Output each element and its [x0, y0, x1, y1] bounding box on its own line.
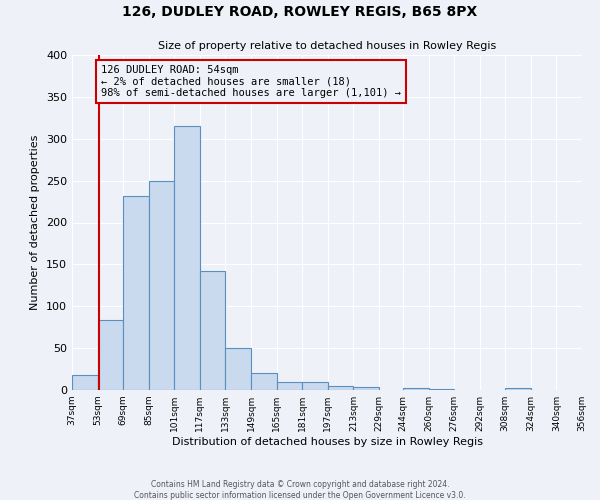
Bar [200, 271, 226, 390]
X-axis label: Distribution of detached houses by size in Rowley Regis: Distribution of detached houses by size … [172, 437, 482, 447]
Text: Contains HM Land Registry data © Crown copyright and database right 2024.
Contai: Contains HM Land Registry data © Crown c… [134, 480, 466, 500]
Bar [353, 388, 379, 390]
Bar [72, 375, 98, 390]
Bar [251, 373, 277, 390]
Bar [123, 196, 149, 390]
Text: 126, DUDLEY ROAD, ROWLEY REGIS, B65 8PX: 126, DUDLEY ROAD, ROWLEY REGIS, B65 8PX [122, 5, 478, 19]
Bar [175, 126, 200, 390]
Bar [226, 348, 251, 390]
Y-axis label: Number of detached properties: Number of detached properties [31, 135, 40, 310]
Text: 126 DUDLEY ROAD: 54sqm
← 2% of detached houses are smaller (18)
98% of semi-deta: 126 DUDLEY ROAD: 54sqm ← 2% of detached … [101, 65, 401, 98]
Bar [428, 389, 454, 390]
Title: Size of property relative to detached houses in Rowley Regis: Size of property relative to detached ho… [158, 42, 496, 51]
Bar [505, 388, 531, 390]
Bar [302, 382, 328, 390]
Bar [403, 388, 428, 390]
Bar [149, 180, 175, 390]
Bar [98, 320, 123, 390]
Bar [277, 382, 302, 390]
Bar [328, 386, 353, 390]
